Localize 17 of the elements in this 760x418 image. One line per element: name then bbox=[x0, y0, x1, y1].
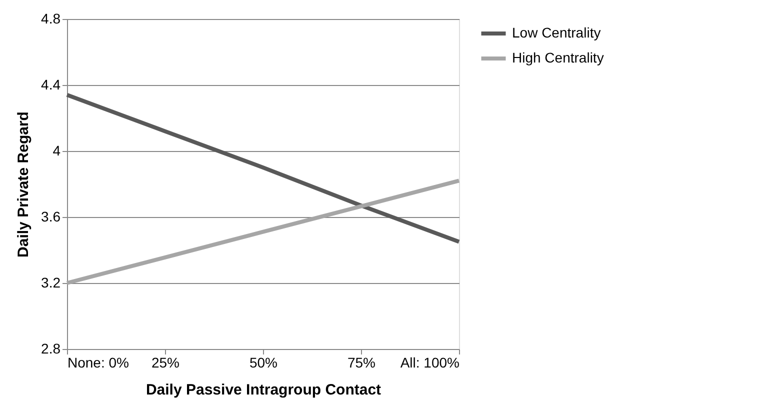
x-tick-label: All: 100% bbox=[400, 354, 460, 370]
legend-label: High Centrality bbox=[512, 50, 604, 66]
y-tick-label: 3.2 bbox=[41, 274, 61, 290]
y-tick-label: 4.8 bbox=[41, 10, 61, 26]
line-series bbox=[65, 92, 461, 244]
y-tick-label: 2.8 bbox=[41, 340, 61, 356]
x-tick-label: 75% bbox=[347, 354, 376, 370]
x-tick-label: 50% bbox=[249, 354, 278, 370]
y-tick-label: 4 bbox=[52, 142, 61, 158]
legend-label: Low Centrality bbox=[512, 24, 601, 40]
x-axis-title: Daily Passive Intragroup Contact bbox=[146, 382, 382, 398]
y-tick-label: 4.4 bbox=[41, 76, 61, 92]
line-series bbox=[65, 178, 461, 285]
y-tick-label: 3.6 bbox=[41, 208, 61, 224]
x-tick-label: None: 0% bbox=[68, 354, 129, 370]
y-axis-title: Daily Private Regard bbox=[15, 112, 32, 258]
x-tick-label: 25% bbox=[151, 354, 180, 370]
